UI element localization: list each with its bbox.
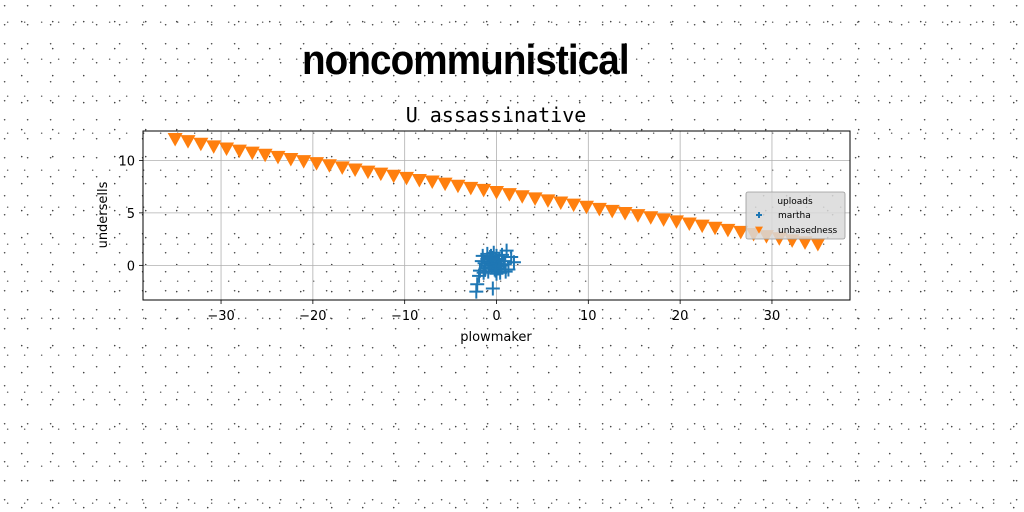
unbasedness-point <box>206 140 222 154</box>
unbasedness-point <box>527 192 543 206</box>
legend-marker-unbasedness <box>755 226 763 234</box>
unbasedness-point <box>566 198 582 213</box>
unbasedness-point <box>231 144 247 159</box>
x-axis-label: plowmaker <box>460 330 532 345</box>
axis-ticks: −30 −20 −10 0 10 20 30 0 5 10 <box>118 154 780 324</box>
unbasedness-point <box>360 165 376 180</box>
x-tick-label: −30 <box>207 309 234 324</box>
martha-point <box>506 255 521 270</box>
unbasedness-point <box>514 190 530 204</box>
x-tick-label: 0 <box>492 309 500 324</box>
unbasedness-point <box>668 215 684 229</box>
martha-point <box>470 277 485 292</box>
unbasedness-point <box>334 161 350 175</box>
series-unbasedness <box>167 133 826 252</box>
unbasedness-point <box>489 186 504 200</box>
legend-marker-martha <box>756 212 762 218</box>
unbasedness-point <box>257 148 273 163</box>
x-tick-label: 30 <box>764 309 781 324</box>
unbasedness-point <box>219 142 235 156</box>
x-tick-label: −10 <box>391 309 418 324</box>
legend: uploads martha unbasedness <box>745 191 846 240</box>
unbasedness-point <box>386 169 402 184</box>
unbasedness-point <box>720 223 736 238</box>
unbasedness-point <box>463 181 479 196</box>
martha-point <box>476 265 491 280</box>
series-martha <box>469 243 521 299</box>
unbasedness-point <box>630 209 646 223</box>
legend-label-unbasedness: unbasedness <box>778 226 838 236</box>
unbasedness-point <box>437 177 453 192</box>
unbasedness-point <box>591 202 607 217</box>
plot-frame <box>142 130 851 301</box>
unbasedness-point <box>167 133 183 147</box>
unbasedness-point <box>553 196 569 211</box>
unbasedness-point <box>694 219 710 234</box>
y-tick-label: 0 <box>127 259 135 274</box>
unbasedness-point <box>707 221 723 236</box>
unbasedness-point <box>399 171 415 186</box>
unbasedness-point <box>476 183 492 198</box>
unbasedness-point <box>450 179 466 194</box>
martha-point <box>485 281 500 296</box>
unbasedness-point <box>193 137 209 152</box>
unbasedness-point <box>733 225 749 240</box>
unbasedness-point <box>643 211 659 225</box>
unbasedness-point <box>681 217 697 232</box>
unbasedness-point <box>283 152 299 167</box>
unbasedness-point <box>797 236 813 250</box>
unbasedness-point <box>296 155 312 169</box>
chart-title: U assassinative <box>406 103 587 127</box>
unbasedness-point <box>424 175 440 190</box>
martha-point <box>488 263 503 278</box>
y-axis-label: undersells <box>96 181 111 248</box>
unbasedness-point <box>373 167 389 182</box>
martha-point <box>483 248 498 263</box>
unbasedness-point <box>309 157 325 171</box>
x-tick-label: −20 <box>299 309 326 324</box>
unbasedness-point <box>501 188 517 202</box>
y-tick-label: 10 <box>118 154 135 169</box>
unbasedness-point <box>411 173 427 188</box>
unbasedness-point <box>540 194 556 208</box>
unbasedness-point <box>244 146 260 161</box>
x-tick-label: 10 <box>580 309 597 324</box>
unbasedness-point <box>270 150 286 165</box>
x-tick-label: 20 <box>672 309 689 324</box>
unbasedness-point <box>578 200 594 215</box>
unbasedness-point <box>321 159 337 173</box>
legend-label-martha: martha <box>778 211 811 221</box>
unbasedness-point <box>180 135 196 149</box>
legend-title: uploads <box>777 197 813 207</box>
y-tick-label: 5 <box>127 207 135 222</box>
unbasedness-point <box>656 213 672 227</box>
unbasedness-point <box>604 204 620 219</box>
legend-box <box>745 191 846 240</box>
data-marks <box>167 133 826 299</box>
unbasedness-point <box>347 163 363 177</box>
unbasedness-point <box>617 207 633 221</box>
grid-lines <box>143 131 850 300</box>
unbasedness-point <box>810 237 826 252</box>
figure-suptitle: noncommunistical <box>302 36 630 83</box>
